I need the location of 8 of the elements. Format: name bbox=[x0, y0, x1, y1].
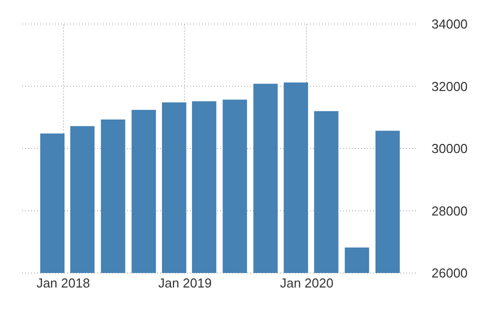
y-tick-label: 28000 bbox=[432, 203, 468, 218]
y-tick-label: 34000 bbox=[432, 16, 468, 32]
x-tick-label: Jan 2018 bbox=[36, 276, 90, 290]
x-tick-label: Jan 2020 bbox=[280, 276, 334, 290]
y-tick-label: 32000 bbox=[432, 78, 468, 94]
y-tick-label: 30000 bbox=[432, 141, 468, 156]
x-tick-label: Jan 2019 bbox=[158, 276, 212, 290]
y-tick-label: 26000 bbox=[432, 266, 468, 280]
